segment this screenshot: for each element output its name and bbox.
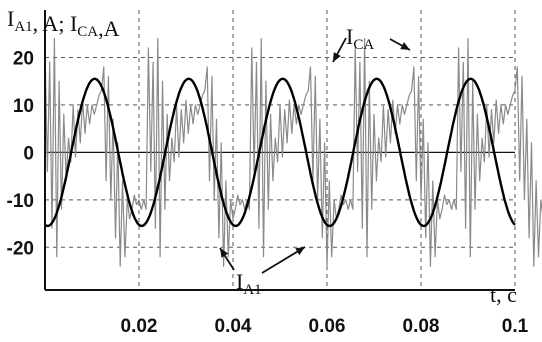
y-axis-label: IA1, A; ICA,A bbox=[7, 6, 120, 41]
x-tick-label: 0.02 bbox=[121, 316, 158, 337]
series-label-ia1: IA1 bbox=[236, 269, 262, 298]
y-tick-label: 10 bbox=[13, 96, 34, 117]
series-line-ica bbox=[44, 37, 542, 267]
axis-layer bbox=[44, 10, 515, 291]
x-tick-label: 0.04 bbox=[215, 316, 252, 337]
x-tick-label: 0.1 bbox=[502, 316, 529, 337]
y-tick-label: 20 bbox=[13, 48, 34, 69]
x-tick-label: 0.08 bbox=[403, 316, 440, 337]
grid-layer bbox=[45, 10, 516, 290]
series-layer bbox=[44, 37, 542, 267]
arrow-ia1-right bbox=[261, 246, 306, 274]
series-line-ia1 bbox=[44, 77, 516, 228]
x-axis-label: t, c bbox=[490, 282, 517, 307]
tick-layer: 20 10 0 -10 -20 0.02 0.04 0.06 0.08 0.1 bbox=[7, 48, 529, 337]
y-tick-label: -20 bbox=[7, 238, 34, 259]
arrow-ica-right bbox=[389, 38, 411, 51]
arrow-ica-left bbox=[332, 37, 347, 63]
arrow-ia1-left bbox=[219, 247, 235, 271]
y-tick-label: 0 bbox=[23, 143, 34, 164]
x-tick-label: 0.06 bbox=[309, 316, 346, 337]
y-tick-label: -10 bbox=[7, 191, 34, 212]
series-label-ica: ICA bbox=[346, 24, 374, 53]
annotation-arrows bbox=[219, 37, 411, 274]
